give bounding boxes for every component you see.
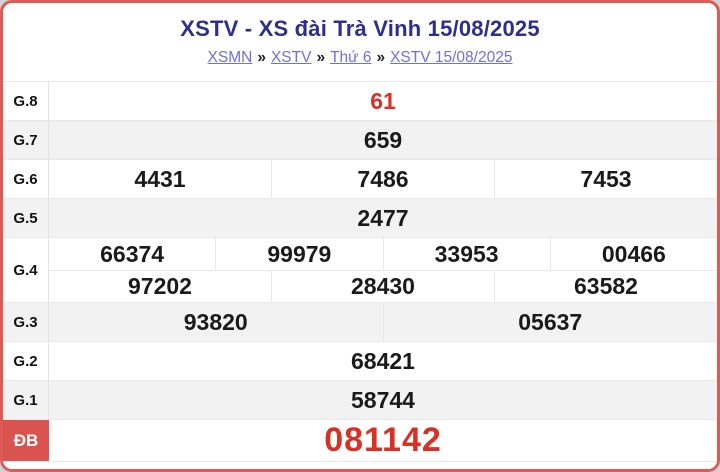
prize-value: 68421 [351, 347, 415, 374]
prize-value: 33953 [382, 238, 550, 270]
prize-row-g6: G.6 4431 7486 7453 [3, 159, 717, 198]
prize-row-g3: G.3 93820 05637 [3, 302, 717, 341]
table-footer-strip [3, 461, 717, 469]
prize-value: 28430 [271, 271, 494, 302]
prize-value: 659 [363, 126, 403, 153]
prize-value: 4431 [134, 165, 186, 192]
results-header: XSTV - XS đài Trà Vinh 15/08/2025 XSMN» X… [3, 3, 717, 81]
prize-row-g1: G.1 58744 [3, 380, 717, 419]
breadcrumb-separator: » [376, 49, 386, 66]
prize-value: 97202 [128, 273, 192, 299]
results-table: G.8 61 G.7 659 G.6 4431 7486 7453 G.5 24… [3, 81, 717, 469]
breadcrumb-separator: » [257, 49, 266, 66]
prize-label: G.2 [3, 342, 49, 380]
breadcrumb-link-xsmn[interactable]: XSMN [207, 49, 253, 66]
prize-row-db: ĐB 081142 [3, 419, 717, 461]
prize-label: G.1 [3, 381, 49, 419]
prize-label: G.8 [3, 82, 49, 120]
breadcrumb-link-xstv-date[interactable]: XSTV 15/08/2025 [390, 49, 513, 66]
special-prize-label: ĐB [3, 420, 49, 461]
prize-value: 7453 [494, 160, 717, 198]
prize-row-g7: G.7 659 [3, 120, 717, 159]
prize-label: G.3 [3, 303, 49, 341]
prize-value: 61 [370, 87, 396, 114]
prize-label: G.7 [3, 121, 49, 159]
prize-value: 58744 [351, 386, 415, 413]
prize-label: G.4 [3, 238, 49, 302]
prize-row-g8: G.8 61 [3, 81, 717, 120]
prize-row-g2: G.2 68421 [3, 341, 717, 380]
prize-value: 05637 [382, 303, 718, 341]
prize-row-g4: G.4 66374 99979 33953 00466 97202 28430 … [3, 237, 717, 302]
breadcrumb-link-xstv[interactable]: XSTV [270, 49, 312, 66]
prize-value: 66374 [100, 240, 165, 267]
prize-value: 2477 [357, 204, 409, 231]
prize-value: 93820 [183, 308, 248, 335]
prize-value: 99979 [215, 238, 382, 270]
prize-label: G.6 [3, 160, 49, 198]
prize-value: 00466 [549, 238, 717, 270]
prize-value: 63582 [494, 271, 717, 302]
special-prize-value: 081142 [324, 421, 442, 459]
breadcrumb-link-thu6[interactable]: Thứ 6 [330, 49, 372, 66]
prize-label: G.5 [3, 199, 49, 237]
prize-value: 7486 [271, 160, 494, 198]
page-title: XSTV - XS đài Trà Vinh 15/08/2025 [180, 16, 540, 41]
prize-row-g5: G.5 2477 [3, 198, 717, 237]
breadcrumb-separator: » [316, 49, 326, 66]
breadcrumb: XSMN» XSTV» Thứ 6» XSTV 15/08/2025 [3, 48, 717, 68]
